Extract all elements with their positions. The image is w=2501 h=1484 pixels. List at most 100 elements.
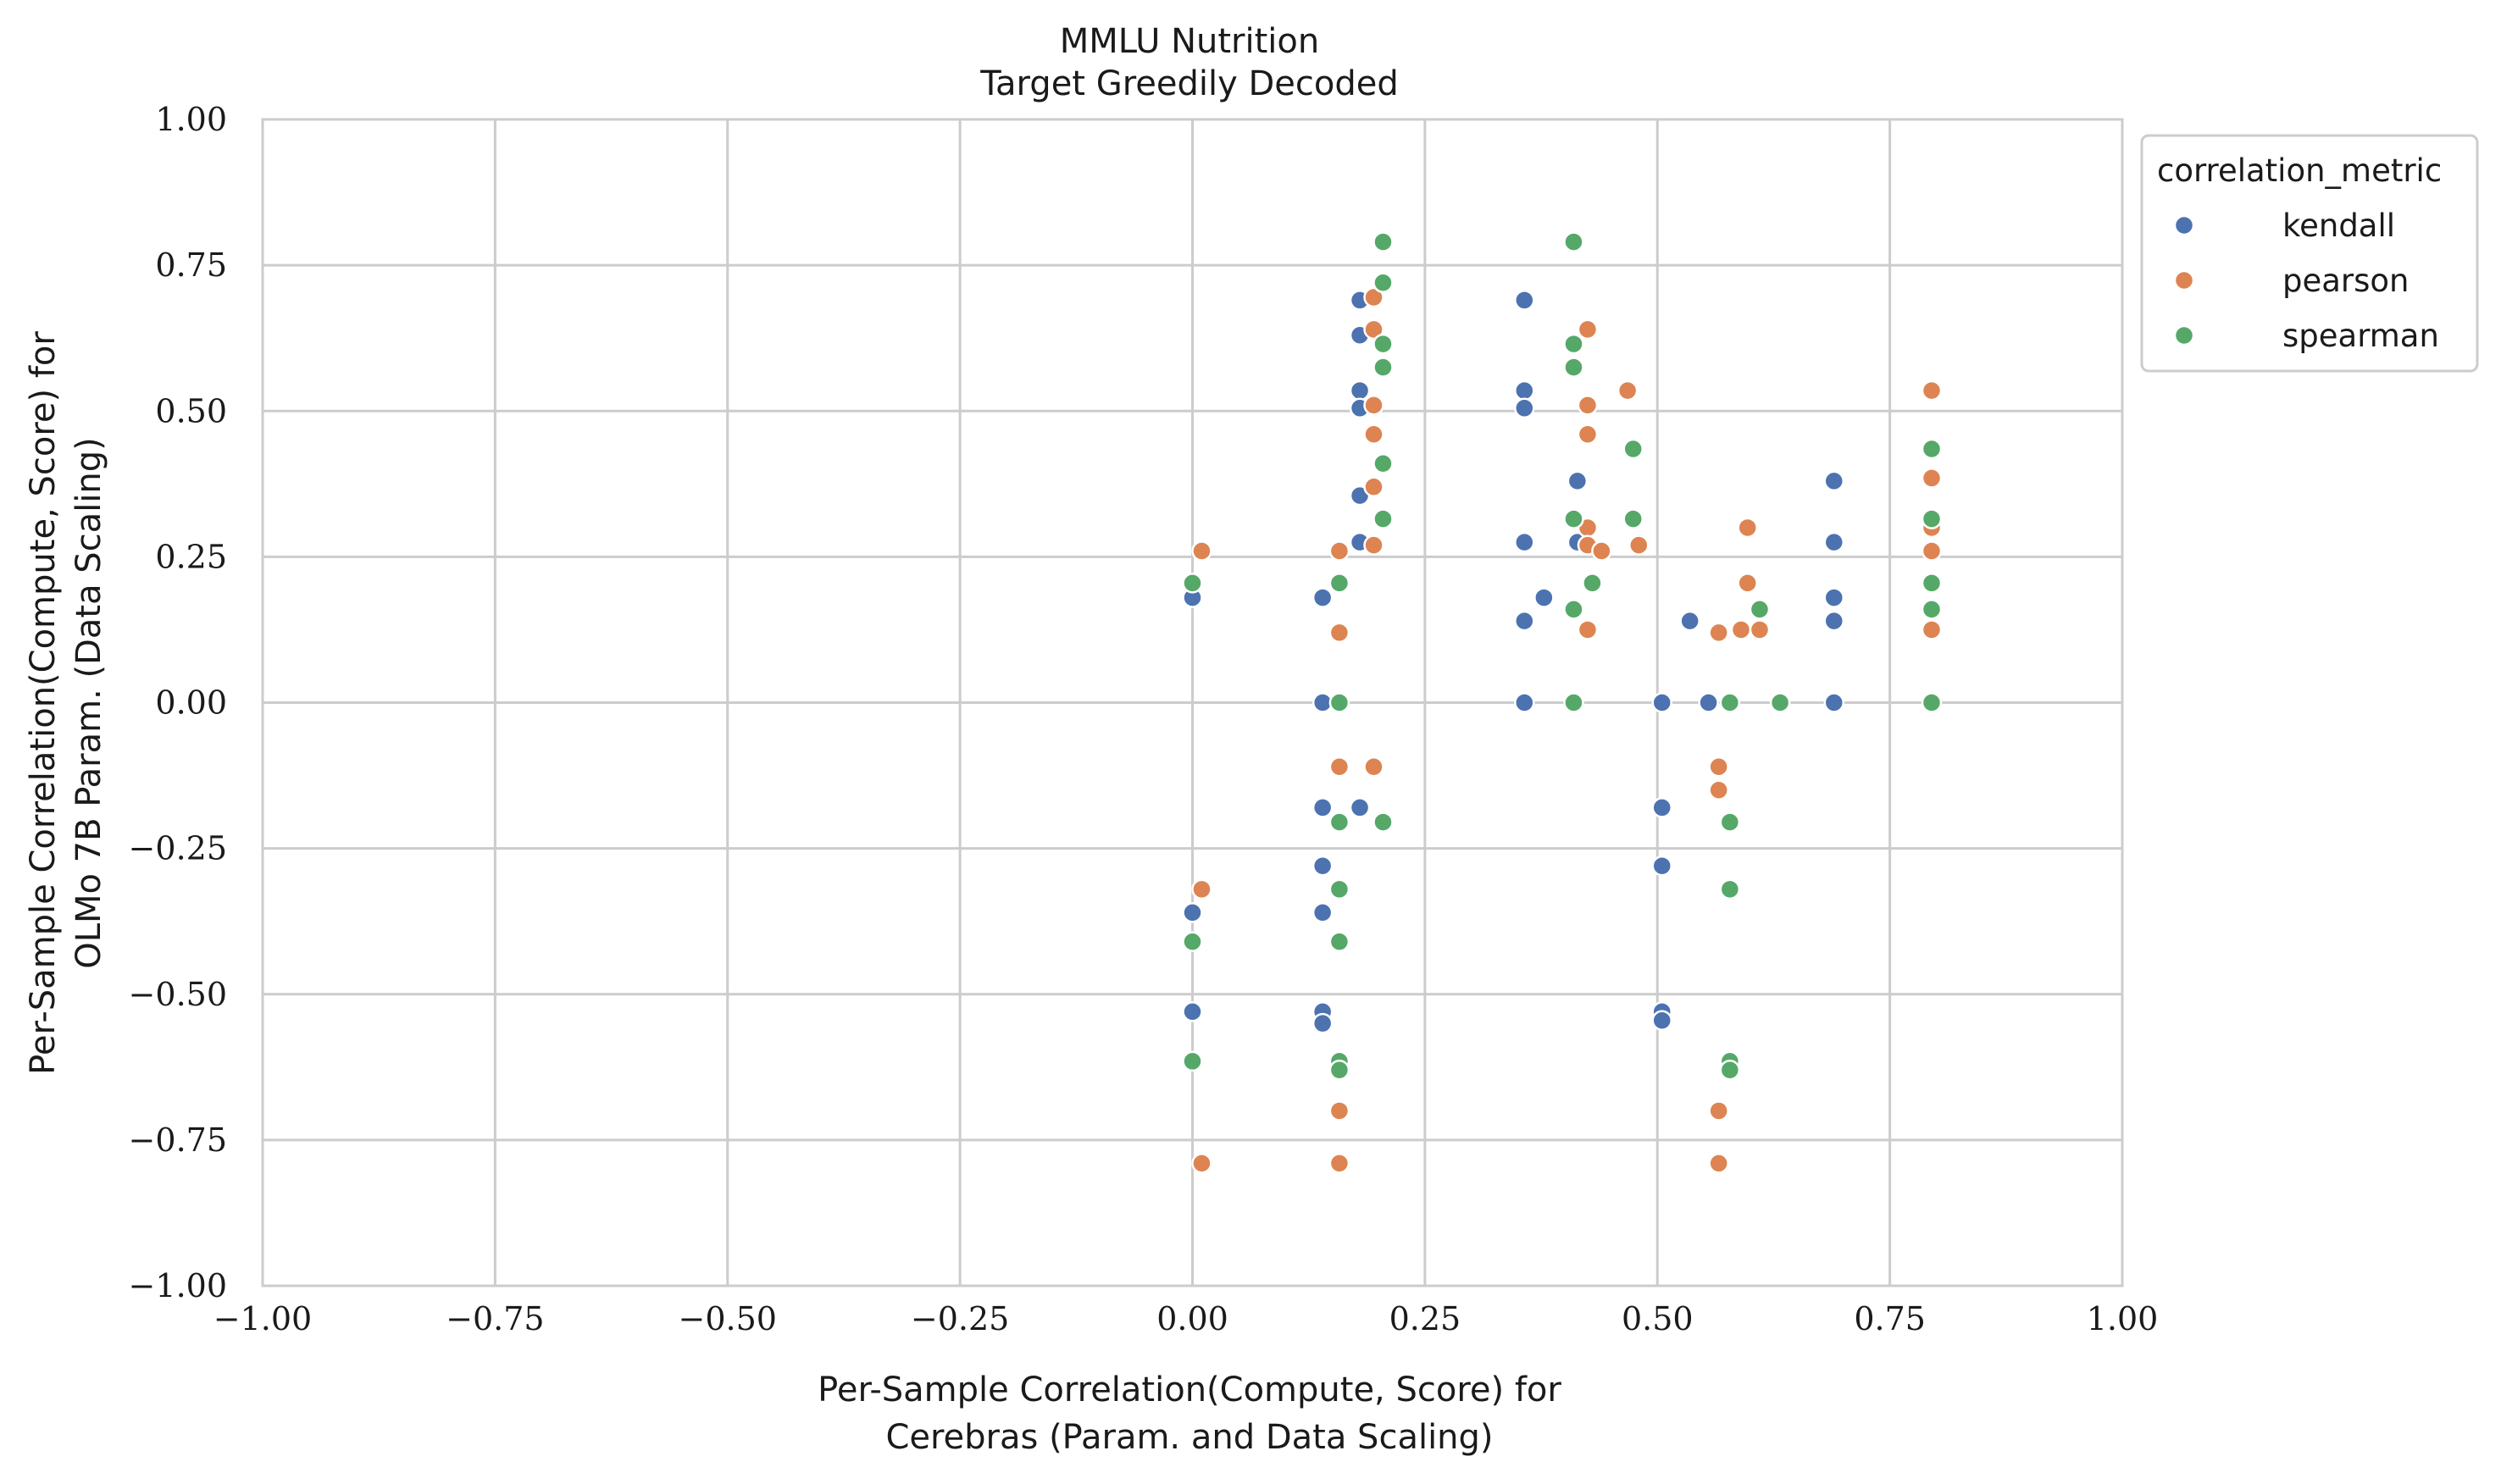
data-point-pearson — [1737, 517, 1758, 539]
data-point-spearman — [1182, 1050, 1203, 1072]
y-tick-label: 0.75 — [155, 246, 227, 284]
data-point-pearson — [1363, 756, 1384, 778]
data-point-pearson — [1708, 1153, 1729, 1174]
data-point-spearman — [1563, 692, 1584, 713]
x-axis-label-line-2: Cerebras (Param. and Data Scaling) — [885, 1418, 1493, 1457]
data-point-spearman — [1622, 508, 1644, 529]
data-point-spearman — [1182, 931, 1203, 953]
y-tick-label: 0.50 — [155, 392, 227, 429]
data-point-pearson — [1921, 619, 1943, 640]
data-point-kendall — [1679, 610, 1700, 632]
data-point-pearson — [1737, 573, 1758, 594]
data-point-kendall — [1823, 470, 1845, 492]
data-point-pearson — [1730, 619, 1752, 640]
data-point-spearman — [1921, 438, 1943, 460]
data-point-spearman — [1622, 438, 1644, 460]
data-point-pearson — [1363, 534, 1384, 556]
x-tick-label: −0.50 — [679, 1300, 777, 1337]
x-tick-label: 0.00 — [1156, 1300, 1228, 1337]
data-point-pearson — [1363, 476, 1384, 498]
data-point-pearson — [1577, 318, 1599, 341]
data-point-pearson — [1708, 779, 1729, 801]
data-point-kendall — [1651, 797, 1672, 818]
data-point-pearson — [1363, 395, 1384, 416]
legend: correlation_metric kendall pearson spear… — [2140, 134, 2479, 373]
y-tick-label: −0.50 — [129, 976, 227, 1013]
data-point-pearson — [1328, 756, 1350, 778]
data-point-kendall — [1823, 587, 1845, 608]
data-point-spearman — [1328, 692, 1350, 713]
legend-marker-pearson — [2173, 269, 2195, 291]
data-point-spearman — [1372, 272, 1394, 294]
legend-label-pearson: pearson — [2282, 263, 2410, 299]
data-point-pearson — [1363, 318, 1384, 341]
x-tick-label: 0.50 — [1622, 1300, 1694, 1337]
data-point-pearson — [1363, 286, 1384, 308]
data-point-kendall — [1312, 587, 1334, 608]
data-point-kendall — [1349, 379, 1371, 401]
data-point-pearson — [1191, 1153, 1212, 1174]
data-point-kendall — [1514, 692, 1535, 713]
data-point-pearson — [1577, 395, 1599, 416]
y-axis-label-line-1: Per-Sample Correlation(Compute, Score) f… — [24, 331, 63, 1075]
data-point-pearson — [1328, 1153, 1350, 1174]
data-point-pearson — [1328, 622, 1350, 644]
data-point-spearman — [1328, 1060, 1350, 1081]
data-point-spearman — [1563, 508, 1584, 529]
data-point-pearson — [1591, 540, 1612, 562]
y-tick-label: 0.25 — [155, 538, 227, 575]
x-tick-label: 0.75 — [1854, 1300, 1926, 1337]
data-point-spearman — [1182, 573, 1203, 594]
x-tick-label: 0.25 — [1389, 1300, 1461, 1337]
data-point-spearman — [1719, 878, 1741, 900]
data-point-spearman — [1372, 508, 1394, 529]
data-point-kendall — [1514, 379, 1535, 401]
data-point-spearman — [1372, 452, 1394, 474]
data-point-pearson — [1749, 619, 1771, 640]
data-point-pearson — [1921, 468, 1943, 489]
x-tick-labels: −1.00 −0.75 −0.50 −0.25 0.00 0.25 0.50 0.75 1.00 — [214, 1300, 2159, 1337]
data-point-spearman — [1749, 599, 1771, 620]
data-point-kendall — [1823, 610, 1845, 632]
legend-label-spearman: spearman — [2282, 318, 2439, 354]
data-point-pearson — [1577, 424, 1599, 446]
data-point-kendall — [1349, 797, 1371, 818]
y-tick-label: −0.25 — [129, 830, 227, 867]
data-point-kendall — [1514, 397, 1535, 419]
data-point-kendall — [1182, 902, 1203, 923]
data-point-spearman — [1719, 1060, 1741, 1081]
plot-area-frame — [261, 118, 2124, 1287]
x-tick-label: 1.00 — [2087, 1300, 2159, 1337]
legend-frame — [2140, 134, 2479, 373]
data-point-pearson — [1708, 756, 1729, 778]
data-point-kendall — [1651, 692, 1672, 713]
data-point-pearson — [1628, 534, 1650, 556]
data-point-pearson — [1328, 540, 1350, 562]
legend-title: correlation_metric — [2157, 152, 2442, 189]
data-point-spearman — [1921, 508, 1943, 529]
data-point-spearman — [1372, 811, 1394, 833]
data-point-spearman — [1582, 573, 1603, 594]
data-point-spearman — [1921, 599, 1943, 620]
data-point-spearman — [1372, 357, 1394, 378]
data-point-kendall — [1533, 587, 1555, 608]
data-point-kendall — [1823, 692, 1845, 713]
data-point-spearman — [1372, 231, 1394, 252]
data-point-pearson — [1363, 424, 1384, 446]
data-point-kendall — [1514, 290, 1535, 311]
data-point-spearman — [1719, 692, 1741, 713]
data-point-spearman — [1921, 692, 1943, 713]
data-point-spearman — [1328, 931, 1350, 953]
data-point-spearman — [1563, 231, 1584, 252]
data-point-pearson — [1616, 379, 1639, 401]
y-tick-label: −1.00 — [129, 1267, 227, 1304]
legend-marker-spearman — [2173, 324, 2195, 346]
x-axis-label-line-1: Per-Sample Correlation(Compute, Score) f… — [818, 1370, 1561, 1409]
data-point-kendall — [1514, 531, 1535, 553]
data-point-kendall — [1651, 1010, 1672, 1031]
data-point-spearman — [1719, 811, 1741, 833]
legend-label-kendall: kendall — [2282, 208, 2395, 244]
data-point-kendall — [1651, 856, 1672, 877]
